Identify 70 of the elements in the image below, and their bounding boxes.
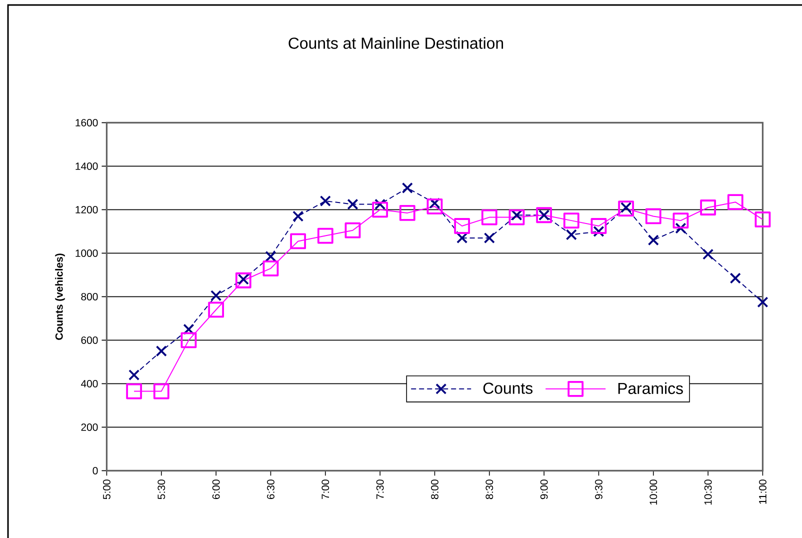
x-tick-label: 5:00 [103, 480, 110, 500]
point [128, 369, 140, 381]
x-tick-label: 8:30 [486, 480, 494, 500]
y-tick-label: 1200 [76, 206, 98, 214]
point [481, 209, 498, 226]
legend-label: Counts [483, 382, 532, 394]
point [618, 200, 634, 217]
point [372, 202, 388, 218]
point [180, 332, 197, 348]
y-axis-title: Counts (vehicles) [55, 254, 65, 340]
point [730, 272, 741, 284]
point [265, 250, 276, 262]
point [727, 194, 744, 210]
point [590, 218, 607, 234]
x-tick-label: 10:30 [704, 480, 712, 505]
x-tick-label: 10:00 [650, 480, 658, 505]
point [645, 208, 662, 224]
point [511, 210, 522, 221]
point [238, 274, 249, 285]
point [454, 218, 470, 234]
point [235, 272, 252, 288]
point [344, 222, 361, 238]
point [700, 200, 716, 216]
y-tick-label: 1000 [76, 249, 98, 257]
y-tick-label: 600 [81, 336, 98, 344]
point [183, 324, 194, 335]
point [347, 198, 358, 210]
point [757, 296, 768, 308]
legend-label: Paramics [618, 382, 683, 394]
point [648, 234, 659, 246]
y-tick-label: 0 [92, 466, 98, 474]
point [402, 182, 413, 194]
y-tick-label: 200 [81, 423, 98, 431]
chart-title: Counts at Mainline Destination [288, 37, 504, 49]
x-tick-label: 6:00 [212, 480, 220, 500]
x-tick-label: 8:00 [431, 480, 438, 500]
point [290, 233, 306, 250]
y-tick-label: 1600 [76, 118, 98, 126]
x-tick-label: 6:30 [267, 480, 274, 500]
point [156, 346, 167, 357]
point [208, 302, 224, 318]
point [754, 212, 771, 228]
point [484, 232, 495, 244]
point [563, 212, 580, 229]
point [593, 226, 604, 237]
point [153, 383, 170, 400]
y-tick-label: 1400 [76, 162, 98, 170]
x-tick-label: 11:00 [759, 480, 766, 504]
point [126, 383, 142, 400]
point [566, 229, 577, 240]
point [210, 290, 222, 302]
point [675, 222, 686, 234]
point [508, 209, 525, 226]
x-tick-label: 5:30 [158, 480, 166, 500]
point [426, 198, 443, 214]
y-tick-label: 400 [80, 380, 98, 388]
point [702, 248, 714, 260]
y-tick-label: 800 [81, 292, 98, 300]
point [620, 202, 632, 214]
point [399, 204, 416, 221]
point [672, 212, 689, 229]
x-tick-label: 7:30 [376, 480, 384, 500]
point [292, 210, 304, 222]
point [317, 228, 334, 244]
x-tick-label: 9:30 [595, 480, 602, 500]
x-tick-label: 7:00 [322, 480, 330, 500]
point [374, 198, 386, 210]
point [262, 260, 279, 276]
point [320, 195, 331, 207]
x-tick-label: 9:00 [540, 480, 548, 500]
